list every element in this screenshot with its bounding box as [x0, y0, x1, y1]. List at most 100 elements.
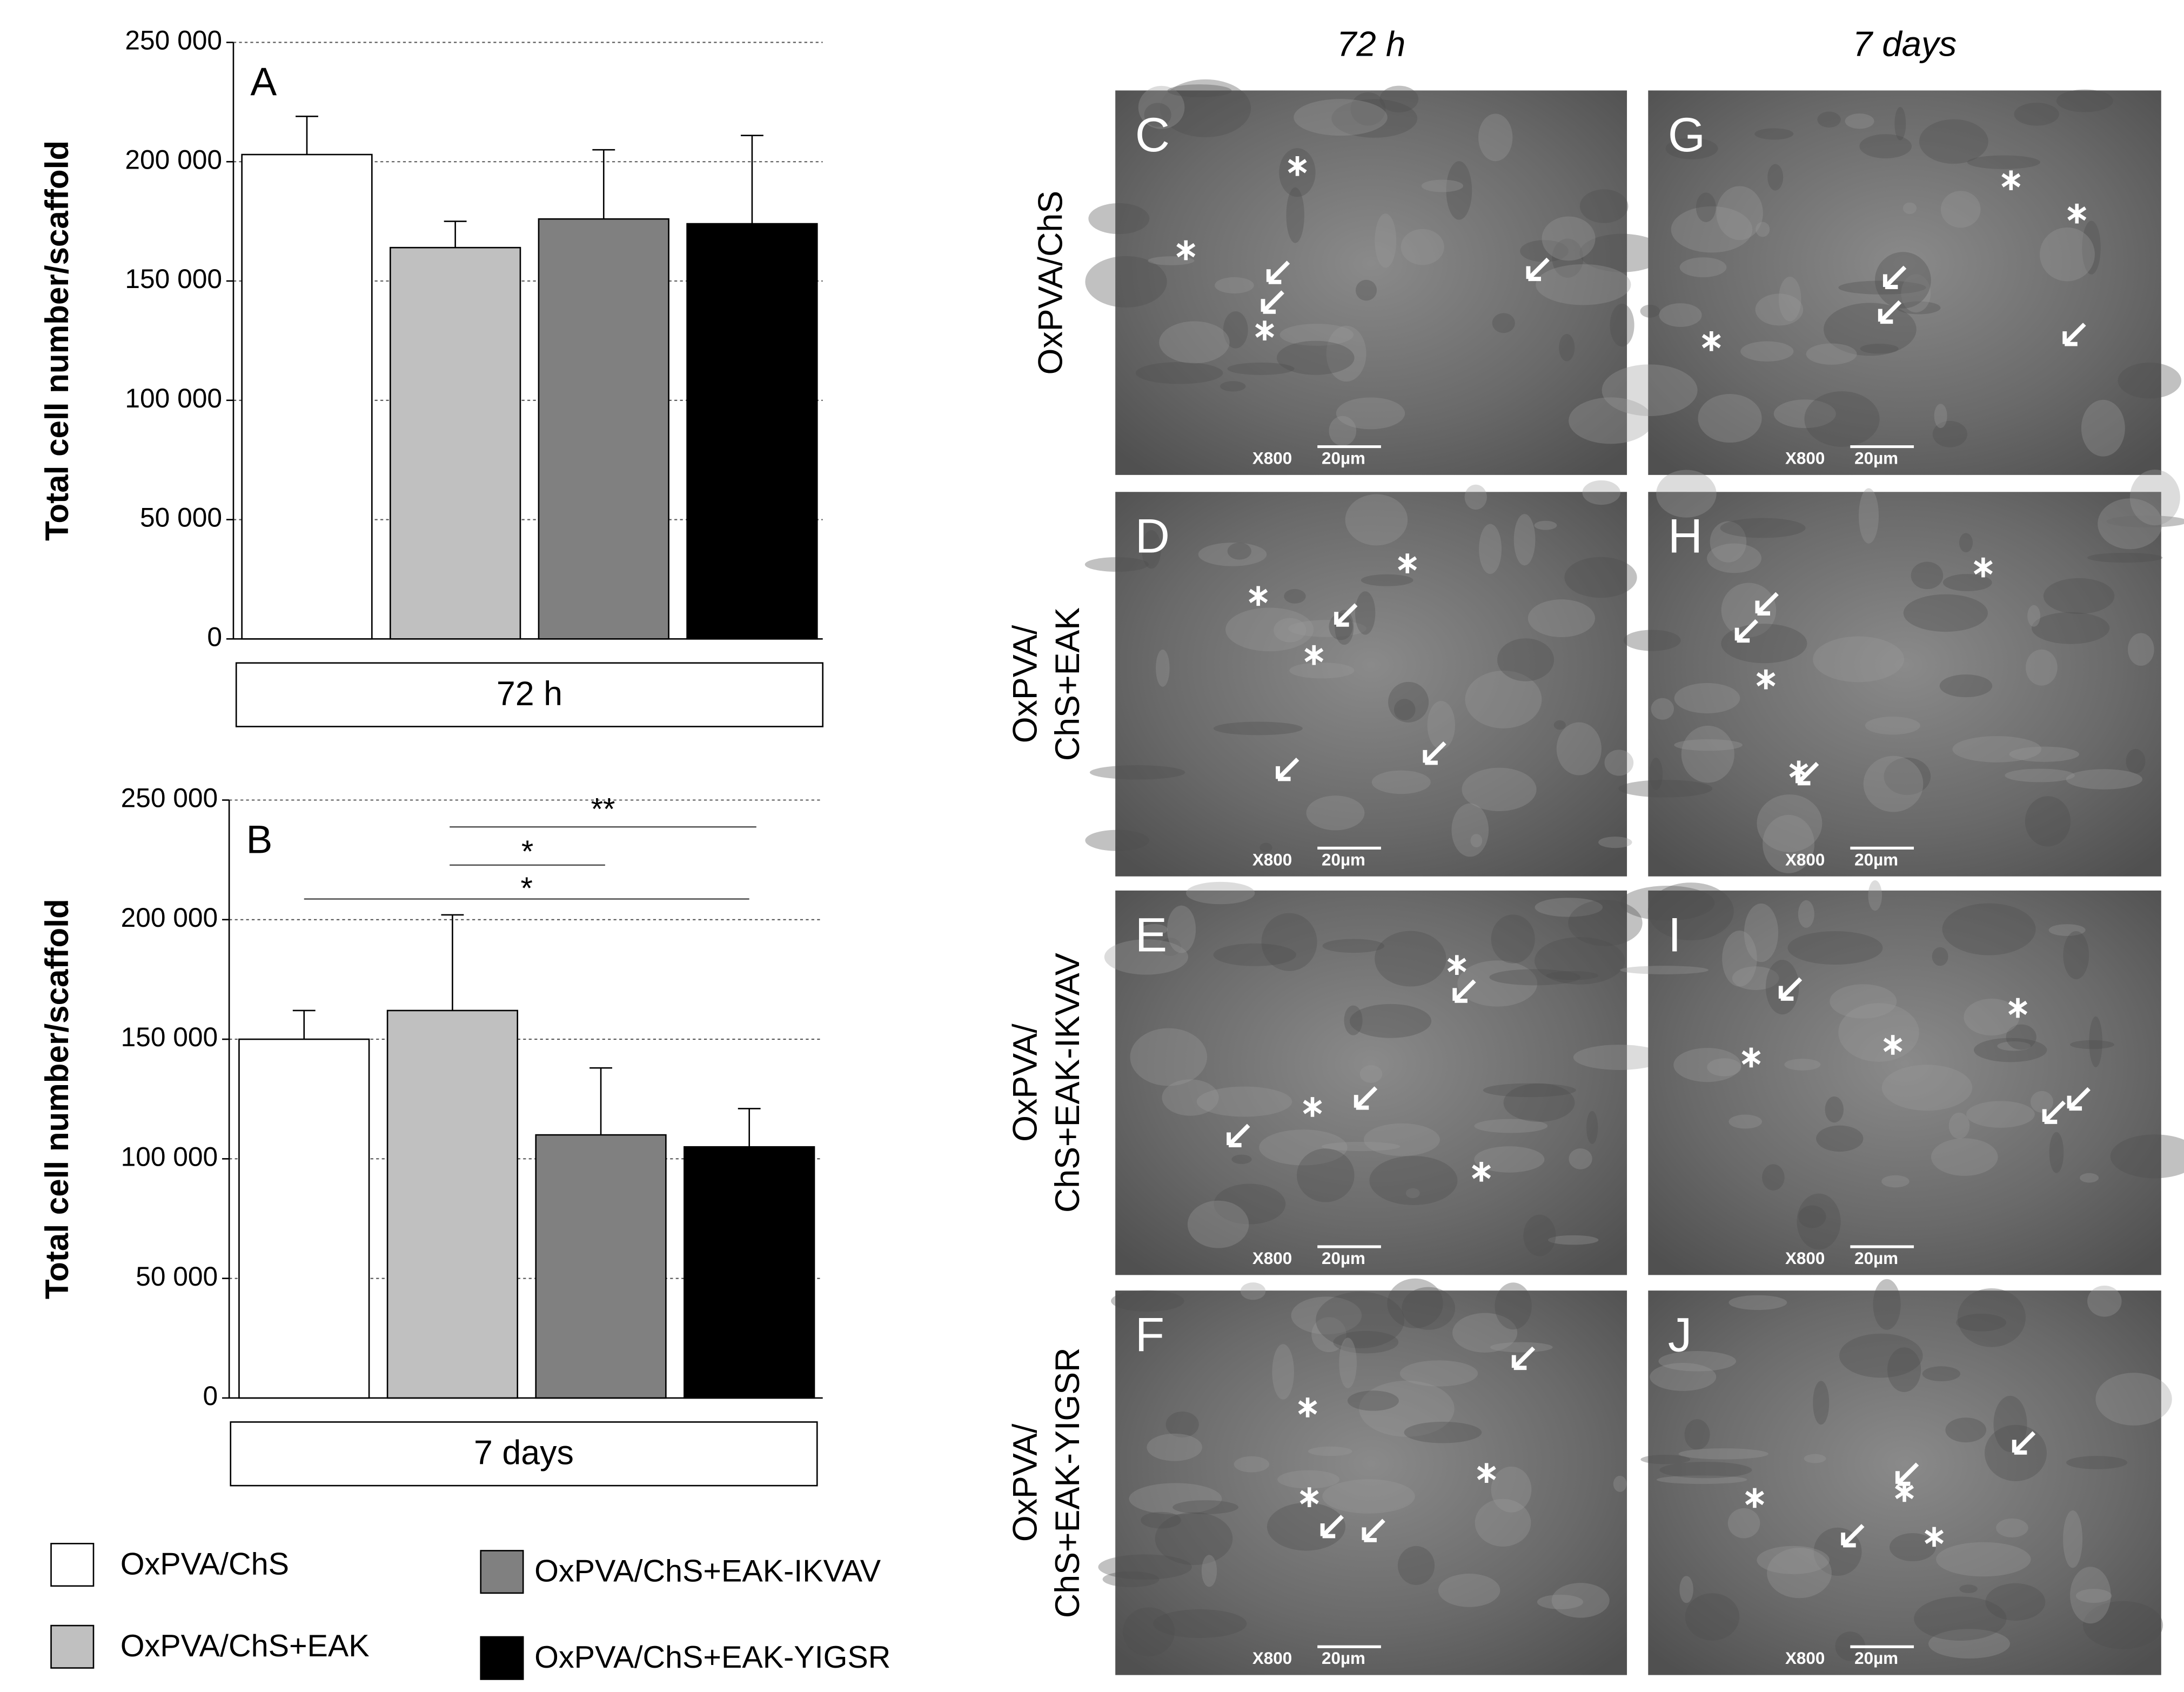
texture [1162, 1079, 1219, 1116]
texture [1838, 1003, 1919, 1062]
texture [1824, 303, 1917, 356]
panel-letter: F [1135, 1308, 1164, 1362]
texture [1865, 717, 1920, 735]
texture [1579, 233, 1665, 272]
arrow [2062, 323, 2086, 346]
texture [1359, 1065, 1383, 1083]
texture [1363, 1123, 1440, 1156]
y-axis-label: Total cell number/scaffold [39, 899, 75, 1299]
texture [2129, 470, 2180, 526]
texture [1272, 1344, 1294, 1400]
texture [1934, 404, 1947, 429]
magnification: X800 [1785, 850, 1825, 869]
y-tick-label: 100 000 [121, 1141, 218, 1172]
texture [2126, 748, 2146, 774]
significance-label: * [521, 871, 533, 906]
texture [1138, 85, 1185, 129]
texture [1778, 277, 1801, 322]
texture [1503, 1083, 1575, 1122]
texture [1371, 770, 1431, 794]
texture [1922, 1366, 1961, 1382]
arrow [1895, 1462, 1919, 1486]
texture [1148, 256, 1195, 265]
texture [1658, 1351, 1737, 1372]
texture [2110, 1134, 2184, 1179]
texture [1932, 420, 1967, 447]
texture [1349, 1004, 1432, 1038]
texture [1586, 1111, 1598, 1144]
texture [1213, 721, 1303, 735]
texture [1716, 186, 1763, 240]
texture [1729, 1114, 1762, 1129]
scale-label: 20µm [1854, 449, 1898, 467]
arrow [1423, 741, 1446, 765]
texture [1881, 1065, 1973, 1111]
texture [1084, 557, 1149, 572]
texture [1350, 92, 1386, 126]
texture [1967, 155, 2040, 169]
panel-letter: E [1135, 907, 1167, 961]
texture [1553, 720, 1566, 730]
bar [684, 1146, 815, 1399]
texture [1227, 362, 1295, 375]
texture [1321, 1141, 1401, 1152]
texture [2118, 362, 2181, 399]
texture [1421, 179, 1464, 192]
texture [1198, 543, 1267, 566]
asterisk [1883, 1035, 1902, 1055]
texture [1375, 931, 1446, 987]
legend-swatch [480, 1636, 524, 1680]
texture [1552, 238, 1584, 278]
texture [1361, 574, 1413, 586]
texture [1153, 1609, 1247, 1639]
texture [1345, 494, 1408, 546]
texture [1613, 1475, 1627, 1492]
y-tick-label: 50 000 [140, 503, 222, 533]
asterisk [2008, 998, 2028, 1018]
arrow [1878, 300, 1902, 324]
asterisk [1925, 1527, 1944, 1547]
texture [1399, 1360, 1478, 1387]
texture [1316, 1292, 1405, 1349]
asterisk [1299, 1487, 1319, 1507]
magnification: X800 [1785, 1249, 1825, 1268]
texture [1889, 1533, 1936, 1562]
asterisk [1398, 553, 1417, 573]
texture [1564, 557, 1637, 598]
scale-label: 20µm [1322, 1649, 1365, 1668]
texture [1227, 543, 1251, 560]
texture [1220, 381, 1246, 392]
texture [1956, 1313, 2007, 1332]
image-background [1115, 90, 1627, 475]
arrow [2067, 1087, 2091, 1111]
texture [1679, 257, 1727, 278]
texture [1535, 898, 1603, 917]
scale-label: 20µm [1854, 1249, 1898, 1268]
texture [2075, 1589, 2112, 1603]
y-tick-label: 0 [203, 1381, 218, 1411]
texture [2009, 746, 2080, 762]
texture [1640, 1454, 1691, 1464]
texture [1620, 886, 1715, 921]
texture [1379, 85, 1419, 112]
texture [1329, 416, 1357, 446]
legend-label: OxPVA/ChS [120, 1547, 289, 1581]
texture [1804, 391, 1880, 447]
magnification: X800 [1252, 850, 1292, 869]
texture [1089, 765, 1185, 780]
arrow [1882, 265, 1907, 289]
panel-letter: I [1668, 907, 1681, 961]
texture [1997, 1041, 2031, 1051]
texture [1159, 321, 1230, 364]
texture [1825, 1096, 1844, 1123]
texture [1375, 213, 1397, 268]
texture [1579, 189, 1629, 223]
texture [2070, 1567, 2111, 1624]
texture [1085, 830, 1150, 851]
texture [1914, 1596, 2007, 1641]
texture [2025, 796, 2071, 847]
texture [1647, 882, 1734, 941]
image-background [1648, 890, 2161, 1275]
texture [1478, 113, 1513, 162]
